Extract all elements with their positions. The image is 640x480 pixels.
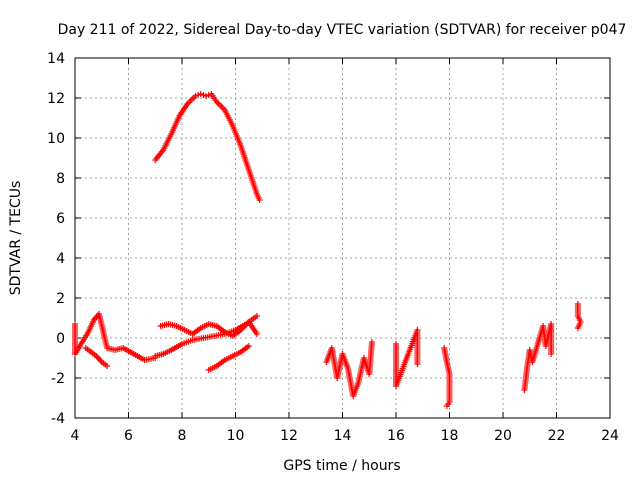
data-point — [443, 403, 450, 409]
y-tick-label: 8 — [56, 171, 65, 187]
y-tick-labels: -4 -2 0 2 4 6 8 10 12 14 — [47, 51, 65, 427]
x-tick-label: 18 — [441, 428, 459, 444]
x-tick-label: 12 — [280, 428, 298, 444]
x-tick-label: 4 — [71, 428, 80, 444]
data-point — [368, 339, 375, 345]
y-tick-label: 0 — [56, 331, 65, 347]
data-point — [548, 351, 555, 357]
y-tick-label: 14 — [47, 51, 65, 67]
data-point — [192, 93, 199, 99]
y-tick-label: -4 — [51, 411, 65, 427]
data-point — [574, 325, 581, 331]
data-point-interp — [205, 92, 212, 98]
y-tick-label: 6 — [56, 211, 65, 227]
data-point — [253, 313, 260, 319]
data-points — [72, 91, 584, 409]
data-point — [203, 93, 210, 99]
grid — [75, 58, 610, 418]
x-tick-label: 8 — [178, 428, 187, 444]
x-tick-label: 20 — [494, 428, 512, 444]
x-tick-labels: 4 6 8 10 12 14 16 18 20 22 24 — [71, 428, 619, 444]
x-tick-label: 22 — [548, 428, 566, 444]
x-tick-label: 16 — [387, 428, 405, 444]
y-axis-label: SDTVAR / TECUs — [8, 181, 24, 296]
x-tick-label: 10 — [227, 428, 245, 444]
y-tick-label: -2 — [51, 371, 65, 387]
y-tick-label: 2 — [56, 291, 65, 307]
data-point — [104, 363, 111, 369]
y-tick-label: 10 — [47, 131, 65, 147]
data-point — [253, 331, 260, 337]
x-axis-label: GPS time / hours — [283, 458, 400, 474]
data-point — [414, 361, 421, 367]
axis-ticks — [74, 57, 611, 419]
chart-title: Day 211 of 2022, Sidereal Day-to-day VTE… — [58, 22, 627, 38]
x-tick-label: 6 — [124, 428, 133, 444]
data-point — [256, 197, 263, 203]
y-tick-label: 4 — [56, 251, 65, 267]
x-tick-label: 14 — [334, 428, 352, 444]
y-tick-label: 12 — [47, 91, 65, 107]
data-point-interp — [195, 92, 202, 98]
data-point — [245, 343, 252, 349]
data-point — [197, 91, 204, 97]
x-tick-label: 24 — [601, 428, 619, 444]
data-point-interp — [200, 92, 207, 98]
